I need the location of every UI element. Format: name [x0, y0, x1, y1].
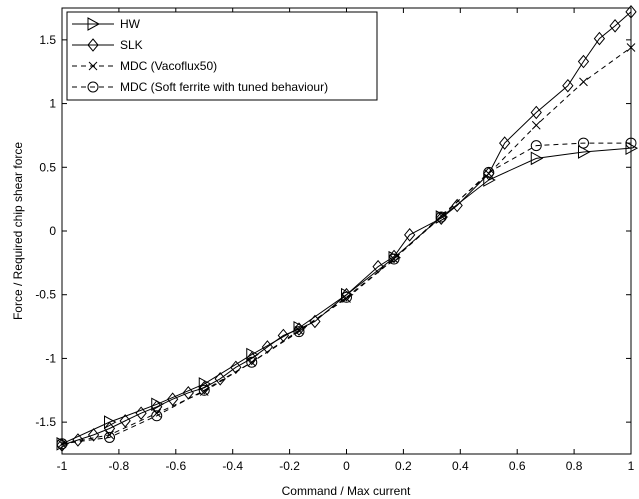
data-point — [388, 253, 400, 265]
data-point — [530, 151, 544, 166]
data-point — [261, 340, 274, 354]
data-point — [404, 228, 416, 242]
data-point — [577, 145, 591, 159]
data-point — [593, 31, 606, 46]
y-tick-label: 0 — [49, 224, 56, 238]
x-axis-label: Command / Max current — [282, 484, 411, 498]
x-tick-label: -1 — [57, 459, 68, 473]
data-point — [530, 140, 542, 152]
data-point — [579, 77, 588, 87]
legend-label: SLK — [120, 38, 143, 52]
x-tick-label: 0 — [343, 459, 350, 473]
data-point — [56, 438, 68, 450]
legend-label: HW — [120, 17, 141, 31]
data-point — [609, 19, 621, 33]
data-point — [625, 141, 639, 156]
data-point — [577, 137, 589, 149]
data-point — [246, 356, 258, 368]
x-tick-label: -0.4 — [222, 459, 243, 473]
series-line — [61, 142, 631, 445]
series-layer — [56, 5, 639, 452]
y-tick-label: 1.5 — [39, 33, 56, 47]
y-tick-label: 1 — [49, 97, 56, 111]
data-point — [340, 287, 353, 302]
data-point — [341, 291, 352, 303]
data-point — [135, 406, 147, 421]
data-point — [626, 43, 636, 52]
data-point — [530, 105, 542, 120]
data-point — [499, 136, 511, 150]
x-tick-label: -0.2 — [279, 459, 300, 473]
data-point — [388, 249, 400, 264]
data-point — [451, 198, 463, 213]
data-point — [577, 54, 590, 69]
legend: HW SLK MDC (Vacoflux50) MDC (Soft ferrite w… — [66, 11, 378, 101]
series-line — [61, 11, 632, 446]
y-tick-label: -0.5 — [35, 288, 56, 302]
x-tick-label: -0.6 — [165, 459, 186, 473]
data-point — [435, 211, 447, 223]
legend-marker — [87, 17, 101, 31]
data-point — [72, 433, 84, 447]
series-3 — [56, 137, 637, 450]
data-point — [119, 414, 131, 428]
data-point — [562, 78, 574, 93]
legend-label: MDC (Vacoflux50) — [120, 59, 217, 73]
data-point — [104, 415, 117, 429]
data-point — [293, 326, 305, 338]
data-point — [625, 137, 637, 149]
x-tick-label: -0.8 — [109, 459, 130, 473]
x-tick-label: 0.4 — [452, 459, 469, 473]
data-point — [483, 166, 495, 181]
y-tick-label: -1.5 — [35, 415, 56, 429]
x-tick-label: 0.6 — [509, 459, 526, 473]
y-tick-label: -1 — [45, 351, 56, 365]
data-point — [198, 380, 210, 395]
x-tick-label: 1 — [628, 459, 635, 473]
data-point — [104, 431, 116, 443]
data-point — [246, 351, 258, 366]
axis-ticks: -1 -0.8 -0.6 -0.4 -0.2 0 0.2 0.4 0.6 0.8 1 -1.5 -1 -0… — [35, 8, 635, 473]
legend-box — [66, 11, 378, 101]
legend-label: MDC (Soft ferrite with tuned behaviour) — [120, 80, 328, 94]
data-point — [531, 120, 541, 130]
data-point — [309, 314, 321, 329]
data-point — [198, 384, 210, 396]
data-point — [152, 408, 162, 418]
legend-marker — [87, 81, 99, 93]
data-point — [167, 392, 179, 406]
data-point — [214, 372, 226, 386]
x-tick-label: 0.2 — [395, 459, 412, 473]
legend-marker — [87, 38, 99, 52]
data-point — [87, 428, 100, 442]
x-tick-label: 0.8 — [566, 459, 583, 473]
data-point — [151, 410, 163, 422]
data-point — [483, 166, 495, 178]
data-point — [625, 5, 637, 19]
legend-marker — [88, 61, 98, 71]
data-point — [435, 211, 447, 226]
y-axis-label: Force / Required chip shear force — [11, 142, 25, 320]
data-point — [230, 360, 242, 375]
y-tick-label: 0.5 — [39, 160, 56, 174]
